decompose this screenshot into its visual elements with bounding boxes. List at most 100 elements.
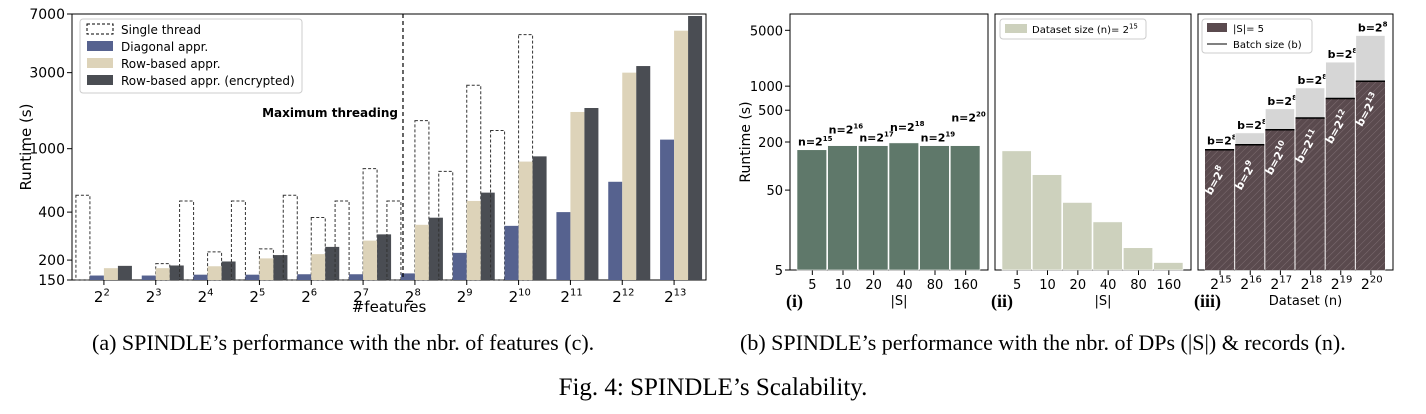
bar-ii-4 xyxy=(1123,247,1153,271)
bar-row-encrypted-5 xyxy=(377,234,392,280)
hatch-iii-0--50.25716781382883 xyxy=(1205,190,1235,221)
legend-a-swatch-1 xyxy=(87,41,113,51)
ytick-label-i-2: 200 xyxy=(758,136,783,151)
hatch-iii-4--115.46947683220617 xyxy=(1325,124,1355,155)
chart-ii: 5 10 20 40 80 160 |S| (ii) Dataset size (n)= 215 xyxy=(991,13,1192,312)
bar-i-3 xyxy=(888,142,919,271)
xtick-label-ii-0: 5 xyxy=(1013,278,1021,293)
hatch-iii-3--54.051433562765766 xyxy=(1295,186,1325,217)
xtick-label-a-3: 25 xyxy=(249,287,265,306)
bar-row-based-5 xyxy=(363,240,378,280)
hatch-iii-0--71.25716781382883 xyxy=(1205,169,1235,200)
bar-row-based-6 xyxy=(414,224,429,280)
hatch-iii-2--49.289366654603185 xyxy=(1265,191,1295,222)
bar-label-i-5: n=220 xyxy=(951,111,986,125)
bar-label-iii-top-3: b=28 xyxy=(1298,73,1328,87)
panel-label-iii: (iii) xyxy=(1194,291,1221,312)
hatch-iii-0--99.25716781382883 xyxy=(1205,149,1227,172)
hatch-iii-0--1.2571678138288291 xyxy=(1205,239,1235,270)
bar-single-thread-8 xyxy=(490,130,506,281)
xtick-label-ii-4: 80 xyxy=(1130,278,1147,293)
bar-label-i-4: n=219 xyxy=(921,131,956,145)
legend-a-label-2: Row-based appr. xyxy=(121,57,221,71)
hatch-iii-1--104.29482152175123 xyxy=(1235,144,1257,167)
xtick-label-i-3: 40 xyxy=(896,278,913,293)
bar-row-based-0 xyxy=(103,268,118,280)
bar-ii-0 xyxy=(1001,150,1032,271)
legend-a-swatch-0 xyxy=(86,23,114,35)
bar-single-thread-row-2 xyxy=(207,251,223,281)
bar-row-encrypted-7 xyxy=(480,192,495,280)
hatch-iii-2--0.2893666546031852 xyxy=(1265,240,1295,270)
hatch-iii-5--20.695282727628495 xyxy=(1355,219,1386,250)
bar-single-thread-2 xyxy=(179,200,195,281)
bar-diagonal-7 xyxy=(452,252,467,280)
hatch-iii-5-28.304717272371505 xyxy=(1383,268,1386,270)
ytick-label-i-5: 5000 xyxy=(750,24,783,39)
bar-row-encrypted-2 xyxy=(221,261,236,280)
legend-iii: |S|= 5 Batch size (b) xyxy=(1201,18,1313,54)
bar-diagonal-4 xyxy=(297,274,312,280)
ytick-label-a-1: 200 xyxy=(38,253,65,269)
xtick-label-a-2: 24 xyxy=(198,287,214,306)
hatch-iii-2--21.289366654603185 xyxy=(1265,219,1295,250)
xtick-label-a-8: 210 xyxy=(509,287,531,306)
bar-row-based-2 xyxy=(207,266,222,280)
xtick-label-ii-5: 160 xyxy=(1156,278,1181,293)
hatch-iii-2--7.289366654603185 xyxy=(1265,233,1295,264)
legend-a-label-1: Diagonal appr. xyxy=(121,40,208,54)
ytick-label-a-4: 3000 xyxy=(29,66,65,82)
hatch-iii-2--14.289366654603185 xyxy=(1265,226,1295,257)
bar-row-based-8 xyxy=(518,161,533,280)
hatch-iii-4--80.46947683220617 xyxy=(1325,159,1355,190)
caption-a-text: ’s performance with the nbr. of features… xyxy=(212,330,595,355)
bar-label-iii-top-4: b=28 xyxy=(1328,47,1358,61)
bar-row-encrypted-9 xyxy=(584,108,599,280)
hatch-iii-3--47.051433562765766 xyxy=(1295,193,1325,224)
chart-iii: 215b=28b=28216b=28b=29217b=28b=210218b=2… xyxy=(1194,13,1394,312)
hatch-iii-5--6.695282727628495 xyxy=(1355,233,1386,264)
xlabel-a: #features xyxy=(352,298,427,316)
bar-single-thread-0 xyxy=(75,194,91,281)
xtick-label-iii-4: 219 xyxy=(1331,275,1353,293)
bar-label-i-1: n=216 xyxy=(829,123,864,137)
hatch-iii-0--8.25716781382883 xyxy=(1205,232,1235,263)
hatch-iii-5--27.695282727628495 xyxy=(1355,212,1386,243)
xtick-label-i-0: 5 xyxy=(808,278,816,293)
hatch-iii-2--91.28936665460319 xyxy=(1265,149,1295,180)
figure-caption: Fig. 4: SPINDLE’s Scalability. xyxy=(0,374,1426,402)
bar-row-encrypted-8 xyxy=(532,156,547,280)
xtick-label-a-10: 212 xyxy=(612,287,634,306)
hatch-iii-5--132.6952827276285 xyxy=(1355,107,1386,138)
hatch-iii-3--103.05143356276577 xyxy=(1295,137,1325,168)
caption-b-text: ’s performance with the nbr. of DPs (|S|… xyxy=(861,330,1346,355)
bar-single-thread-5 xyxy=(334,200,350,281)
xtick-label-iii-3: 218 xyxy=(1301,275,1323,293)
legend-iii-swatch xyxy=(1207,23,1227,32)
hatch-iii-4--122.46947683220617 xyxy=(1325,117,1355,148)
xtick-label-a-11: 213 xyxy=(664,287,686,306)
hatch-iii-1--20.29482152175123 xyxy=(1235,220,1265,251)
ytick-label-a-5: 7000 xyxy=(29,7,65,23)
hatch-iii-5--139.6952827276285 xyxy=(1355,100,1386,131)
caption-b: (b) SPINDLE’s performance with the nbr. … xyxy=(740,330,1346,355)
bar-row-based-10 xyxy=(622,72,637,280)
xtick-label-ii-3: 40 xyxy=(1100,278,1117,293)
xtick-label-iii-2: 217 xyxy=(1270,275,1292,293)
bar-row-based-3 xyxy=(259,258,274,280)
hatch-iii-5--83.6952827276285 xyxy=(1355,156,1386,187)
caption-a-name: SPINDLE xyxy=(121,330,213,355)
legend-ii-swatch xyxy=(1005,24,1027,33)
hatch-iii-3--68.05143356276577 xyxy=(1295,172,1325,203)
hatch-iii-0--36.25716781382883 xyxy=(1205,204,1235,235)
legend-a: Single thread Diagonal appr. Row-based app… xyxy=(79,18,303,94)
bar-row-encrypted-10 xyxy=(636,66,651,280)
xtick-label-i-1: 10 xyxy=(835,278,852,293)
hatch-iii-0--92.25716781382883 xyxy=(1205,149,1234,179)
bar-row-encrypted-4 xyxy=(325,246,340,280)
bar-diagonal-5 xyxy=(349,274,364,280)
hatch-iii-1-0.7051784782487687 xyxy=(1235,241,1265,271)
hatch-iii-4--73.46947683220617 xyxy=(1325,166,1355,197)
hatch-iii-0--57.25716781382883 xyxy=(1205,183,1235,214)
